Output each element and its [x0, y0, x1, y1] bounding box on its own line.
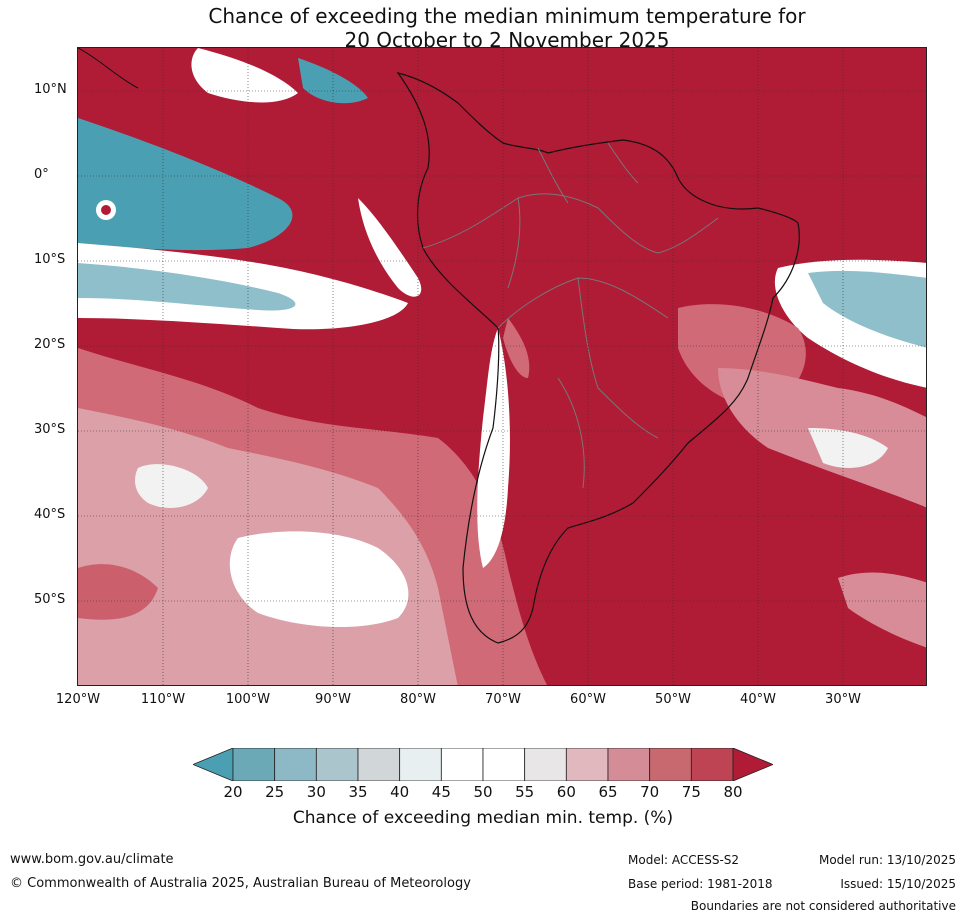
colorbar-tick-label: 75 [681, 783, 701, 801]
colorbar-bin [649, 748, 692, 781]
lat-tick-50s: 50°S [34, 592, 66, 607]
lon-tick-40w: 40°W [740, 692, 776, 707]
copyright-text: © Commonwealth of Australia 2025, Austra… [10, 876, 471, 891]
north-coast [78, 48, 139, 89]
lat-tick-20s: 20°S [34, 337, 66, 352]
website-link[interactable]: www.bom.gov.au/climate [10, 852, 174, 867]
colorbar-arrow-high [732, 748, 773, 781]
lon-tick-70w: 70°W [485, 692, 521, 707]
colorbar-segments [193, 748, 773, 781]
colorbar-bin [565, 748, 609, 781]
lat-tick-40s: 40°S [34, 507, 66, 522]
forecast-map [77, 47, 927, 686]
lon-tick-100w: 100°W [225, 692, 271, 707]
colorbar-tick-label: 30 [306, 783, 326, 801]
colorbar-bin [690, 748, 734, 781]
colorbar-bin [232, 748, 276, 781]
base-period-text: Base period: 1981-2018 [628, 877, 773, 891]
issued-text: Issued: 15/10/2025 [840, 877, 956, 891]
colorbar-tick-label: 35 [348, 783, 368, 801]
model-run-text: Model run: 13/10/2025 [818, 853, 956, 867]
colorbar [193, 748, 773, 781]
lon-tick-80w: 80°W [400, 692, 436, 707]
colorbar-arrow-low [193, 748, 234, 781]
colorbar-bin [274, 748, 317, 781]
chart-title: Chance of exceeding the median minimum t… [0, 4, 965, 52]
model-text: Model: ACCESS-S2 [628, 853, 740, 867]
colorbar-tick-label: 80 [723, 783, 743, 801]
lat-tick-10s: 10°S [34, 252, 66, 267]
atlantic-patches [678, 259, 926, 648]
colorbar-tick-label: 25 [265, 783, 285, 801]
lon-tick-50w: 50°W [655, 692, 691, 707]
andes-strip [477, 328, 510, 568]
country-borders [422, 142, 719, 489]
lat-tick-10n: 10°N [34, 82, 67, 97]
colorbar-bin [315, 748, 359, 781]
colorbar-tick-label: 40 [390, 783, 410, 801]
colorbar-tick-label: 65 [598, 783, 618, 801]
coastline [396, 72, 800, 644]
lon-tick-30w: 30°W [825, 692, 861, 707]
lon-tick-60w: 60°W [570, 692, 606, 707]
lon-tick-90w: 90°W [315, 692, 351, 707]
andes-north-patch [503, 318, 530, 378]
disclaimer-text: Boundaries are not considered authoritat… [690, 899, 956, 913]
colorbar-tick-label: 20 [223, 783, 243, 801]
graticule [78, 48, 926, 685]
colorbar-tick-label: 70 [640, 783, 660, 801]
colorbar-bin [524, 748, 567, 781]
colorbar-label: Chance of exceeding median min. temp. (%… [292, 808, 674, 828]
colorbar-tick-label: 45 [431, 783, 451, 801]
colorbar-tick-label: 55 [515, 783, 535, 801]
colorbar-bin [399, 748, 442, 781]
colorbar-tick-label: 50 [473, 783, 493, 801]
lon-tick-120w: 120°W [55, 692, 101, 707]
pacific-cool-band [78, 48, 422, 330]
lat-tick-30s: 30°S [34, 422, 66, 437]
colorbar-bin [357, 748, 401, 781]
colorbar-bin [482, 748, 526, 781]
lon-tick-110w: 110°W [140, 692, 186, 707]
colorbar-bin [440, 748, 484, 781]
colorbar-tick-label: 60 [556, 783, 576, 801]
lat-tick-0: 0° [34, 167, 49, 182]
title-line-1: Chance of exceeding the median minimum t… [208, 4, 806, 28]
map-svg [78, 48, 926, 685]
colorbar-bin [607, 748, 651, 781]
